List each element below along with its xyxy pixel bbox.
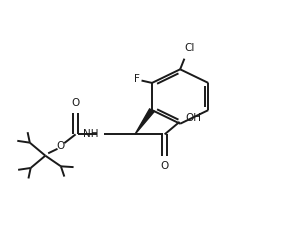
Text: Cl: Cl xyxy=(184,43,194,53)
Text: O: O xyxy=(57,141,65,151)
Polygon shape xyxy=(135,109,154,134)
Text: NH: NH xyxy=(83,129,98,139)
Text: F: F xyxy=(133,74,139,84)
Text: O: O xyxy=(160,161,169,171)
Text: OH: OH xyxy=(185,113,201,123)
Text: O: O xyxy=(72,98,80,108)
